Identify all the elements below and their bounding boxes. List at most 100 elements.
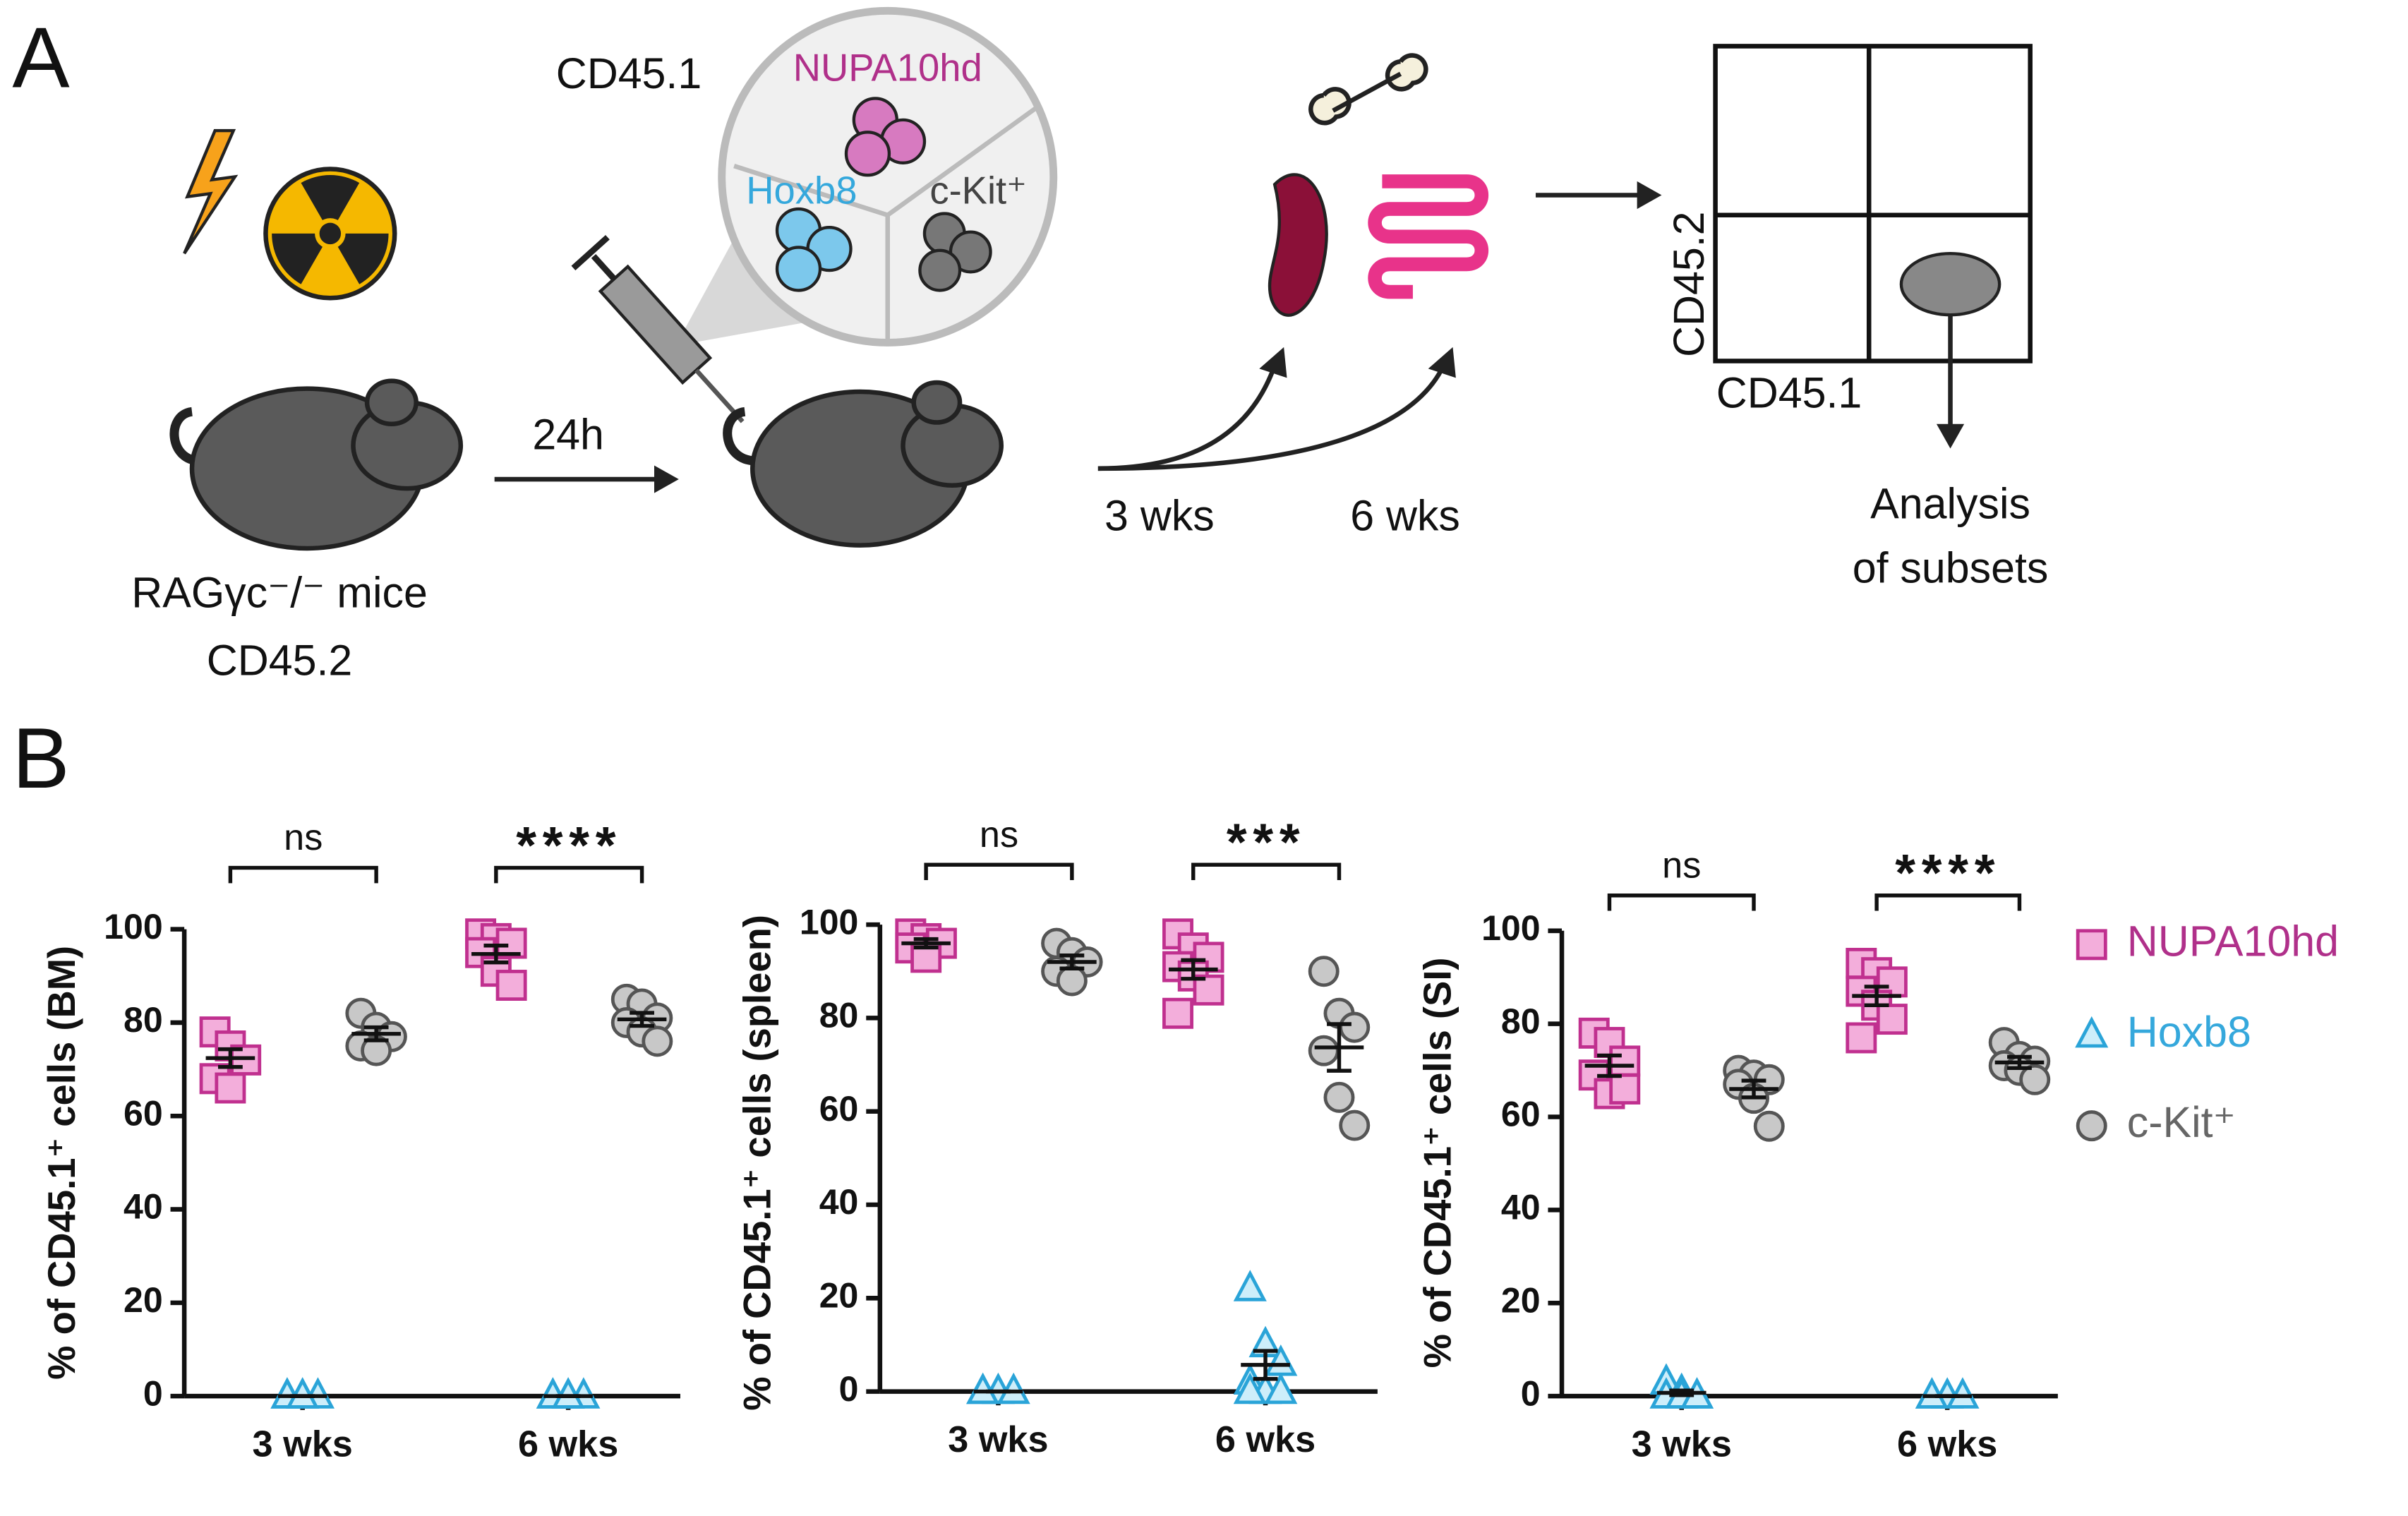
data-point xyxy=(966,1372,1000,1404)
data-point xyxy=(1609,1073,1641,1105)
legend-label: NUPA10hd xyxy=(2127,917,2339,965)
legend-label: Hoxb8 xyxy=(2127,1008,2251,1056)
divider xyxy=(733,164,889,217)
panel-label: B xyxy=(12,710,69,806)
syringe-plunger xyxy=(571,234,610,271)
spleen-icon xyxy=(1268,173,1328,317)
data-point xyxy=(2076,1110,2107,1142)
y-tick-label: 80 xyxy=(819,996,859,1035)
gate-population xyxy=(1899,252,2001,317)
mouse-icon xyxy=(169,378,464,551)
facs-axis-label: CD45.2 xyxy=(1665,211,1713,357)
significance-bracket xyxy=(1607,894,1756,911)
data-point xyxy=(1056,965,1088,997)
y-tick-label: 100 xyxy=(104,907,162,946)
x-tick-label: 3 wks xyxy=(948,1419,1048,1460)
data-point xyxy=(1609,1045,1641,1077)
arrowhead xyxy=(1637,181,1662,210)
data-point xyxy=(642,1025,673,1057)
data-point xyxy=(1339,1011,1371,1043)
intestine-icon xyxy=(1368,174,1489,299)
arrowhead xyxy=(654,465,679,493)
population-label: NUPA10hd xyxy=(793,47,982,90)
data-point xyxy=(1946,1377,1980,1409)
x-tick-label: 6 wks xyxy=(518,1424,618,1465)
x-tick-label: 3 wks xyxy=(253,1424,353,1465)
mouse-ear xyxy=(911,380,963,425)
panel-label: A xyxy=(12,10,70,106)
y-tick-label: 80 xyxy=(1501,1001,1541,1041)
timepoint-label: 3 wks xyxy=(1104,492,1215,540)
data-point xyxy=(2076,929,2107,961)
divider xyxy=(886,105,1038,217)
data-point xyxy=(1264,1372,1298,1404)
curved-arrow xyxy=(1097,364,1446,471)
facs-axis-label: CD45.1 xyxy=(1716,369,1862,417)
y-axis-label: % of CD45.1⁺ cells (SI) xyxy=(1416,957,1459,1368)
y-tick-label: 100 xyxy=(1481,908,1540,948)
arrowhead xyxy=(1428,347,1456,378)
y-tick-label: 40 xyxy=(819,1182,859,1222)
analysis-label: of subsets xyxy=(1853,544,2049,592)
curved-arrow xyxy=(1097,364,1277,471)
y-tick-label: 60 xyxy=(1501,1095,1541,1134)
data-point xyxy=(1233,1372,1267,1404)
syringe-icon xyxy=(571,234,745,423)
data-point xyxy=(1308,1035,1340,1066)
y-tick-label: 60 xyxy=(819,1089,859,1129)
data-point xyxy=(551,1377,585,1409)
recipient-label: CD45.2 xyxy=(207,636,353,684)
significance-bracket xyxy=(1191,862,1342,880)
mouse-ear xyxy=(364,378,419,426)
radiation-core xyxy=(319,222,342,245)
x-tick-label: 3 wks xyxy=(1632,1424,1732,1465)
x-tick-label: 6 wks xyxy=(1215,1419,1316,1460)
y-tick-label: 60 xyxy=(124,1093,163,1133)
significance-bracket xyxy=(924,862,1074,880)
syringe-plunger xyxy=(591,253,617,282)
cell xyxy=(844,131,891,177)
radiation-icon xyxy=(263,167,397,301)
significance-bracket xyxy=(1874,894,2022,911)
legend-label: c-Kit⁺ xyxy=(2127,1098,2236,1146)
data-point xyxy=(2075,1016,2109,1048)
data-point xyxy=(1308,956,1340,987)
significance-label: ns xyxy=(284,817,323,858)
y-tick-label: 0 xyxy=(839,1369,859,1409)
data-point xyxy=(1915,1377,1949,1409)
y-axis-label: % of CD45.1⁺ cells (BM) xyxy=(40,946,83,1380)
x-tick-label: 6 wks xyxy=(1897,1424,1997,1465)
y-tick-label: 20 xyxy=(819,1276,859,1316)
y-tick-label: 0 xyxy=(143,1373,163,1413)
cell-cluster xyxy=(775,97,992,292)
cell xyxy=(775,246,822,292)
significance-label: **** xyxy=(516,816,622,874)
data-point xyxy=(215,1072,246,1104)
data-point xyxy=(1233,1270,1267,1301)
significance-bracket xyxy=(494,865,644,884)
significance-label: ns xyxy=(980,814,1018,855)
recipient-label: RAGγc⁻/⁻ mice xyxy=(131,569,428,617)
y-tick-label: 100 xyxy=(800,902,858,942)
data-point xyxy=(495,970,527,1001)
mouse-icon xyxy=(723,380,1004,548)
significance-label: **** xyxy=(1895,843,2001,902)
y-tick-label: 40 xyxy=(1501,1188,1541,1227)
data-point xyxy=(1162,997,1193,1029)
facs-plot xyxy=(1713,44,2033,363)
data-point xyxy=(1339,1109,1371,1141)
population-label: c-Kit⁺ xyxy=(929,169,1027,212)
data-point xyxy=(1193,974,1224,1006)
y-tick-label: 80 xyxy=(124,1000,163,1040)
interval-label: 24h xyxy=(532,410,604,458)
timepoint-label: 6 wks xyxy=(1350,492,1460,540)
arrowhead xyxy=(1259,347,1287,378)
y-tick-label: 20 xyxy=(1501,1280,1541,1320)
data-point xyxy=(1323,1081,1355,1113)
y-tick-label: 20 xyxy=(124,1280,163,1320)
data-point xyxy=(1753,1110,1785,1142)
analysis-label: Analysis xyxy=(1870,479,2030,527)
data-point xyxy=(1846,1022,1877,1054)
arrowhead xyxy=(1936,423,1965,449)
mouse-tail xyxy=(169,407,200,466)
